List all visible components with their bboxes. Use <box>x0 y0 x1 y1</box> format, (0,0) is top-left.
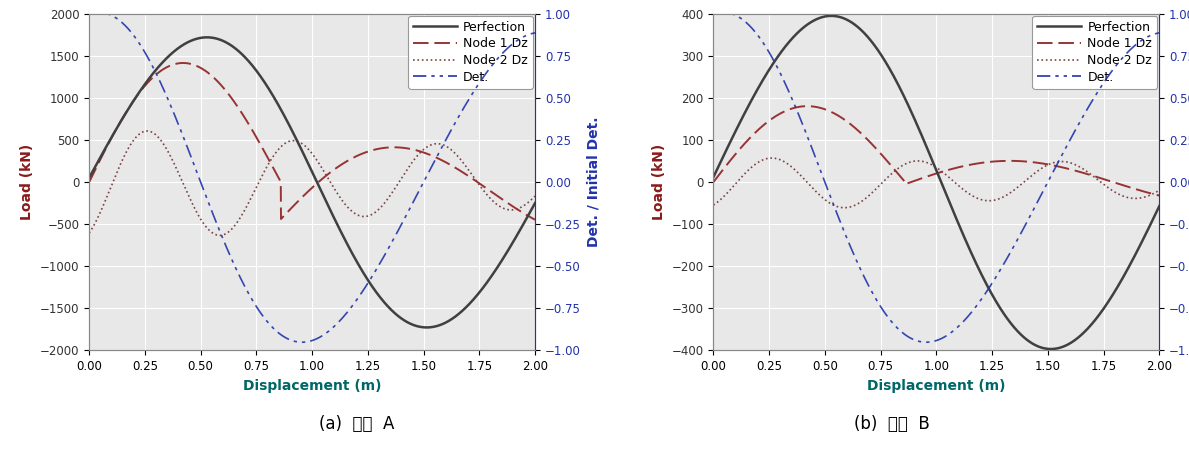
Legend: Perfection, Node 1 Dz, Node 2 Dz, Det.: Perfection, Node 1 Dz, Node 2 Dz, Det. <box>1032 16 1157 89</box>
Text: A_m1_0.3: A_m1_0.3 <box>485 19 528 28</box>
Y-axis label: Load (kN): Load (kN) <box>652 144 666 220</box>
Text: (b)  모델  B: (b) 모델 B <box>854 415 930 433</box>
Text: B_m1_0.3: B_m1_0.3 <box>1109 19 1152 28</box>
Y-axis label: Load (kN): Load (kN) <box>20 144 34 220</box>
Legend: Perfection, Node 1 Dz, Node 2 Dz, Det.: Perfection, Node 1 Dz, Node 2 Dz, Det. <box>408 16 533 89</box>
X-axis label: Displacement (m): Displacement (m) <box>867 378 1006 393</box>
X-axis label: Displacement (m): Displacement (m) <box>243 378 382 393</box>
Y-axis label: Det. / Initial Det.: Det. / Initial Det. <box>586 117 600 248</box>
Text: (a)  모델  A: (a) 모델 A <box>319 415 395 433</box>
